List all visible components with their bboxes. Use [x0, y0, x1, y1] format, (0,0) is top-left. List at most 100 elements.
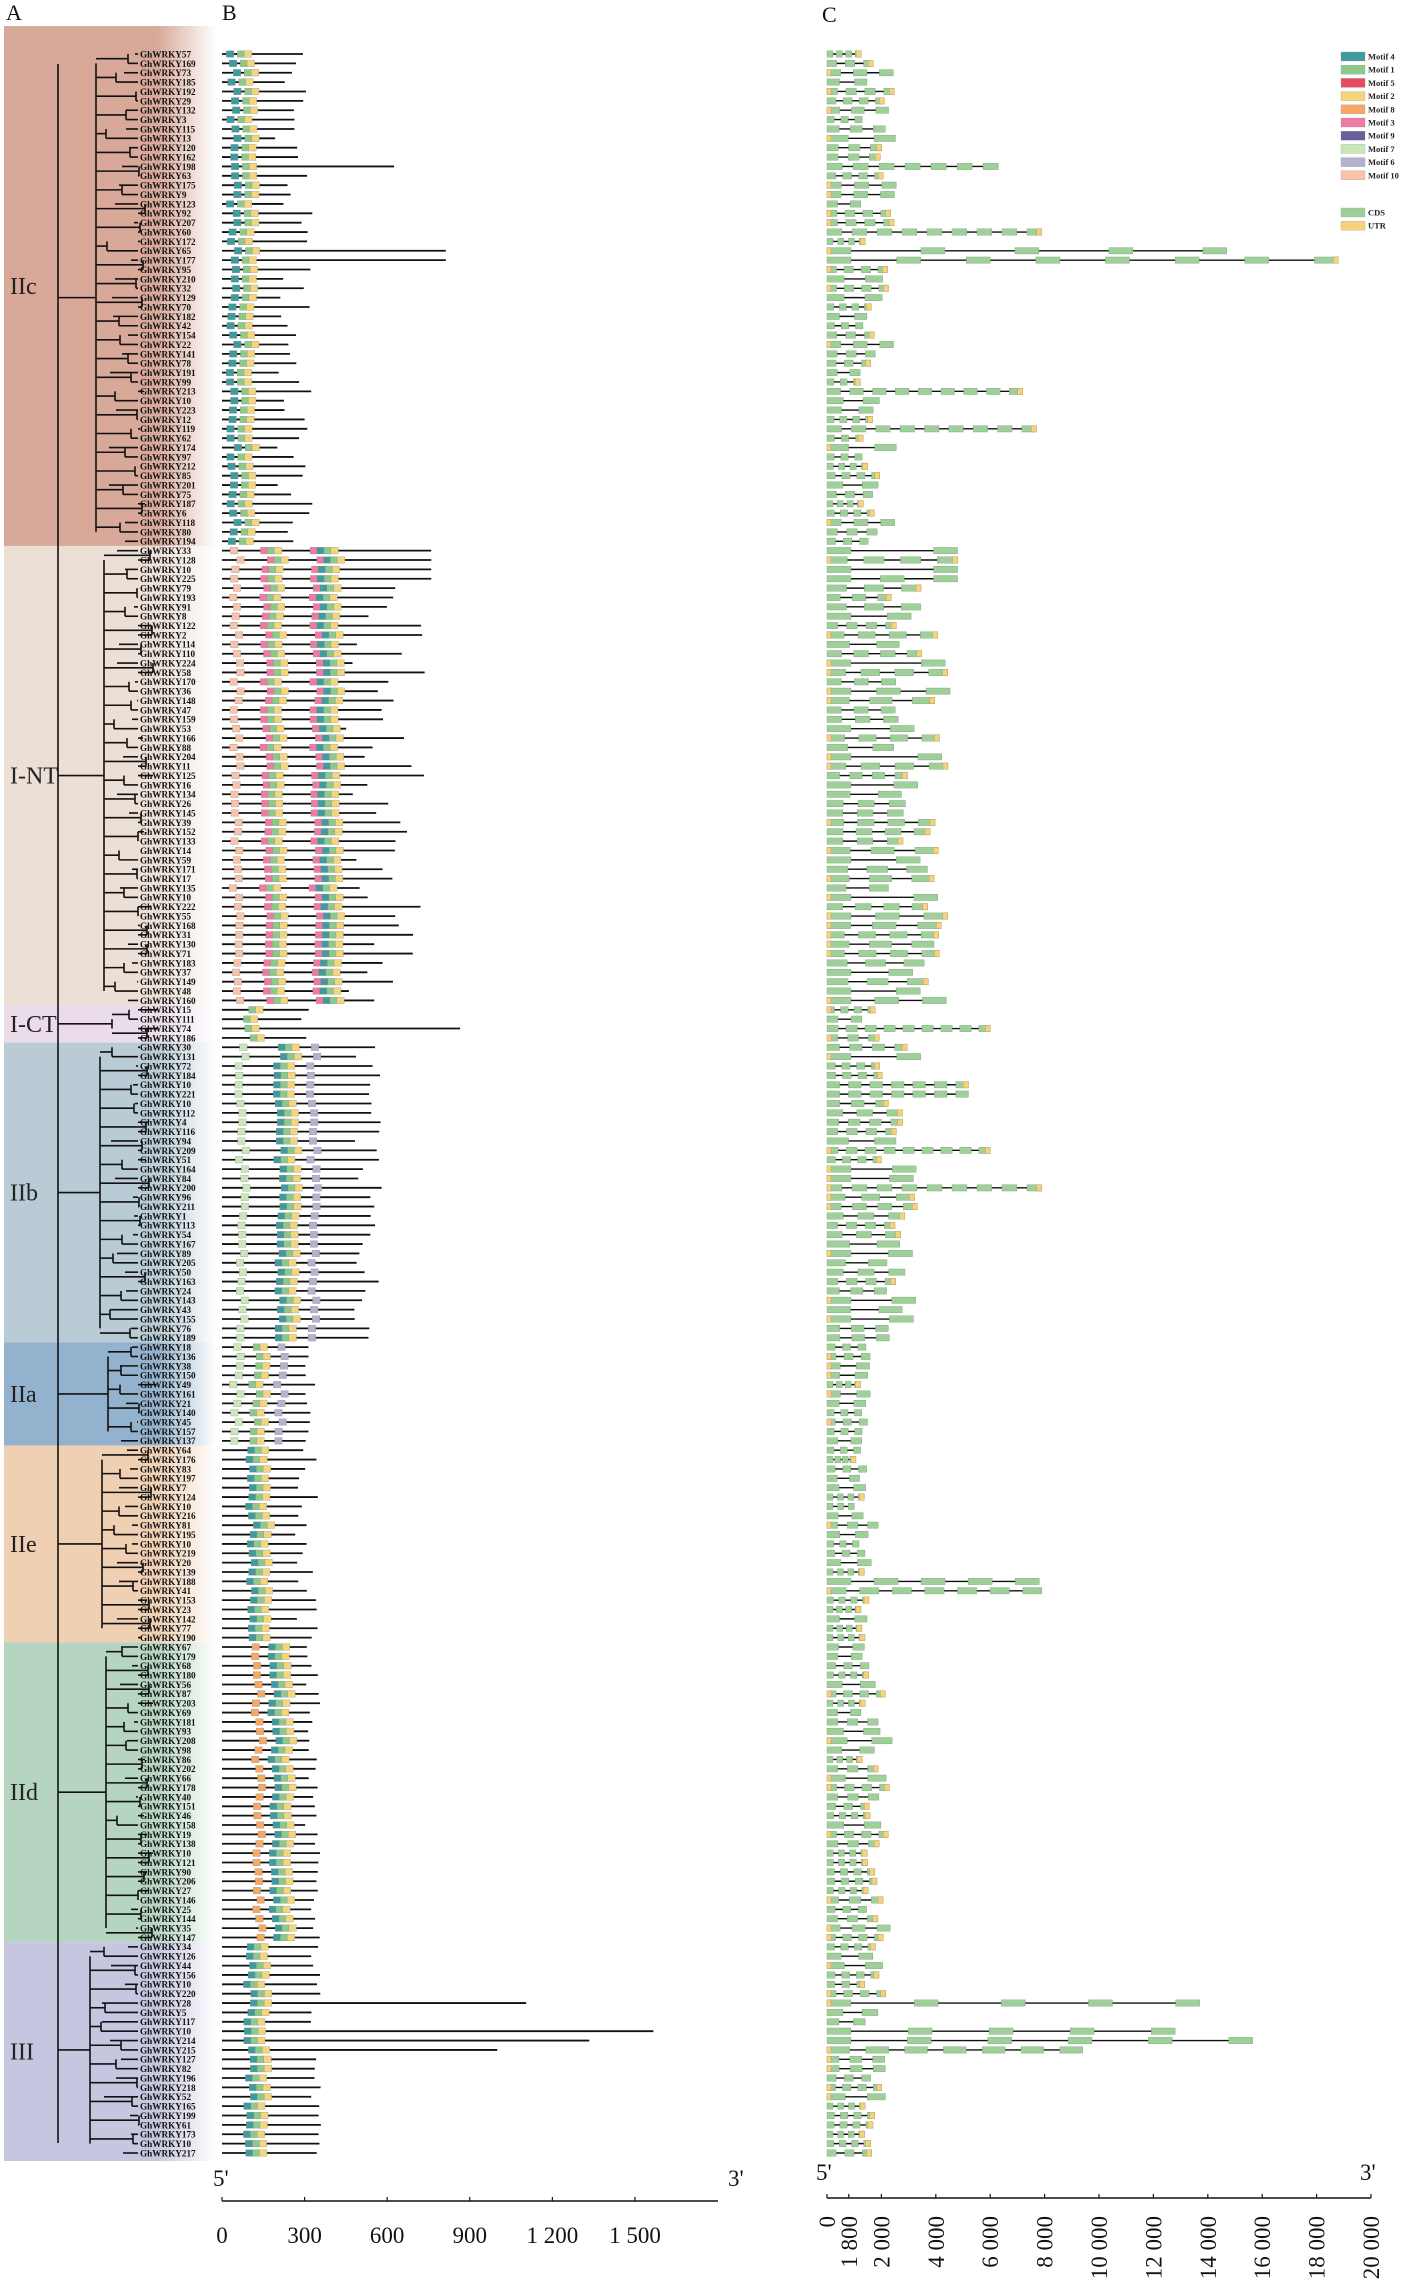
- motif-box-motif-4: [233, 219, 242, 227]
- motif-box-motif-4: [230, 144, 239, 152]
- gene-label: GhWRKY6: [140, 509, 187, 519]
- gene-label: GhWRKY149: [140, 977, 196, 987]
- motif-box-motif-2: [330, 706, 339, 714]
- gene-label: GhWRKY161: [140, 1389, 196, 1399]
- cds-box: [856, 1362, 870, 1370]
- gene-label: GhWRKY36: [140, 687, 191, 697]
- motif-box-motif-1: [268, 809, 276, 817]
- motif-box-motif-1: [280, 1156, 289, 1164]
- motif-box-motif-1: [276, 1812, 285, 1820]
- cds-box: [826, 1971, 836, 1979]
- motif-box-motif-1: [244, 88, 253, 95]
- utr-box: [826, 1362, 832, 1370]
- motif-box-motif-4: [244, 2027, 252, 2035]
- motif-box-motif-2: [251, 341, 260, 348]
- gene-label: GhWRKY87: [140, 1689, 191, 1699]
- motif-box-motif-8: [258, 1784, 266, 1791]
- motif-box-motif-4: [279, 1296, 288, 1304]
- legend-item-motif: Motif 10: [1340, 170, 1399, 180]
- cds-box: [826, 491, 837, 498]
- cds-box: [843, 1662, 853, 1670]
- cds-box: [826, 959, 848, 967]
- cds-box: [861, 2074, 871, 2082]
- utr-box: [1017, 387, 1023, 395]
- utr-box: [871, 1877, 878, 1885]
- cds-box: [859, 1587, 879, 1595]
- motif-box-motif-6: [313, 1146, 322, 1154]
- gene-label: GhWRKY205: [140, 1258, 196, 1268]
- motif-row: [222, 1802, 315, 1810]
- gene-label: GhWRKY124: [140, 1492, 196, 1502]
- motif-box-motif-1: [273, 659, 282, 667]
- gene-structure-row: [826, 1906, 867, 1913]
- gene-label: GhWRKY216: [140, 1511, 196, 1521]
- utr-box: [863, 1887, 869, 1894]
- motif-box-motif-4: [280, 1053, 289, 1061]
- utr-box: [859, 1699, 866, 1707]
- utr-box: [855, 1381, 861, 1388]
- gene-structure-row: [826, 2140, 871, 2147]
- motif-row: [222, 378, 300, 386]
- gene-structure-row: [826, 1212, 905, 1220]
- utr-box: [865, 359, 871, 367]
- motif-box-motif-4: [246, 1943, 255, 1951]
- cds-box: [826, 2130, 834, 2138]
- cds-box: [863, 556, 885, 564]
- cds-box: [826, 238, 834, 245]
- motif-box-motif-4: [269, 1849, 278, 1857]
- utr-box: [928, 875, 935, 882]
- gene-label: GhWRKY174: [140, 443, 196, 453]
- cds-box: [850, 1887, 857, 1894]
- motif-box-motif-4: [248, 1624, 256, 1632]
- cds-box: [826, 2074, 837, 2082]
- motif-box-motif-2: [259, 2149, 268, 2157]
- utr-box: [826, 1193, 832, 1201]
- motif-box-motif-2: [263, 1615, 272, 1623]
- motif-row: [222, 1390, 306, 1398]
- motif-box-motif-6: [277, 1343, 286, 1351]
- clade-label: IIe: [10, 1532, 37, 1558]
- cds-box: [850, 1437, 862, 1445]
- motif-box-motif-2: [293, 1296, 301, 1304]
- motif-box-motif-10: [233, 903, 242, 911]
- motif-box-motif-6: [277, 1399, 286, 1407]
- motif-row: [222, 2074, 315, 2082]
- motif-box-motif-1: [325, 725, 334, 733]
- gene-structure-row: [826, 2084, 882, 2091]
- utr-box: [826, 1006, 832, 1014]
- cds-box: [839, 416, 848, 423]
- motif-box-motif-1: [273, 912, 282, 920]
- motif-box-motif-2: [263, 2055, 272, 2063]
- cds-box: [826, 1756, 834, 1763]
- utr-box: [826, 1831, 832, 1838]
- gene-structure-row: [826, 734, 940, 742]
- cds-box: [896, 1053, 921, 1060]
- cds-box: [826, 1634, 834, 1641]
- motif-box-motif-3: [260, 790, 269, 798]
- motif-row: [222, 612, 369, 620]
- motif-box-motif-2: [260, 1418, 269, 1426]
- motif-row: [222, 1381, 316, 1389]
- gene-label: GhWRKY12: [140, 415, 191, 425]
- motif-row: [222, 1362, 306, 1370]
- cds-box: [826, 856, 852, 864]
- motif-box-motif-1: [242, 125, 251, 133]
- motif-box-motif-2: [244, 453, 253, 461]
- motif-box-motif-2: [273, 884, 281, 892]
- cds-box: [951, 228, 968, 236]
- motif-box-motif-4: [249, 1615, 258, 1623]
- motif-box-motif-1: [254, 2008, 263, 2016]
- motif-box-motif-8: [256, 1896, 265, 1904]
- gene-structure-row: [826, 434, 864, 442]
- gene-label: GhWRKY172: [140, 237, 196, 247]
- motif-box-motif-4: [230, 256, 239, 264]
- motif-box-motif-2: [284, 1746, 293, 1754]
- cds-box: [848, 2130, 855, 2138]
- motif-box-motif-6: [312, 1175, 320, 1182]
- gene-structure-row: [826, 50, 862, 58]
- motif-box-motif-4: [317, 790, 326, 798]
- motif-box-motif-1: [255, 1568, 264, 1576]
- motif-box-motif-10: [235, 922, 244, 929]
- motif-box-motif-4: [228, 359, 237, 367]
- cds-box: [826, 406, 842, 414]
